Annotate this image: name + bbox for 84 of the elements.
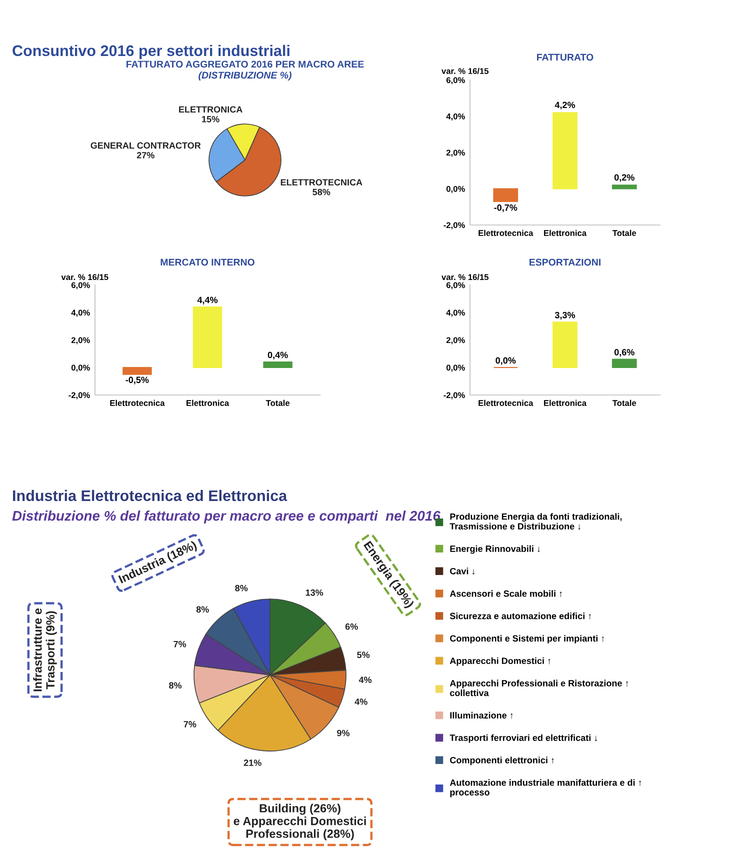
bar bbox=[122, 366, 152, 375]
x-tick-label: Totale bbox=[612, 230, 636, 236]
x-tick-label: Elettronica bbox=[544, 400, 587, 406]
y-axis-title: var. % 16/15 bbox=[61, 274, 108, 280]
y-tick-label: 0,0% bbox=[446, 186, 465, 194]
bar bbox=[192, 306, 222, 368]
bar bbox=[493, 188, 518, 202]
data-label: 8% bbox=[196, 606, 209, 613]
y-tick-label: -2,0% bbox=[444, 392, 465, 400]
chart-title: Industria Elettrotecnica ed Elettronica bbox=[13, 490, 288, 502]
legend-label: Illuminazione ↑ bbox=[450, 712, 513, 719]
x-tick-label: Elettronica bbox=[544, 230, 587, 236]
y-tick-label: 2,0% bbox=[446, 337, 465, 344]
legend-label: Componenti e Sistemi per impianti ↑ bbox=[450, 634, 604, 644]
x-tick-label: Elettrotecnica bbox=[478, 230, 534, 236]
data-label: 58% bbox=[312, 188, 330, 196]
bar bbox=[612, 184, 637, 190]
legend-label: Trasporti ferroviari ed elettrificati ↓ bbox=[450, 734, 597, 743]
chart-title: FATTURATO bbox=[537, 54, 594, 61]
data-label: 4,2% bbox=[554, 102, 576, 110]
y-tick-label: 0,0% bbox=[71, 364, 90, 372]
y-tick-label: 0,0% bbox=[446, 364, 465, 372]
data-label: 5% bbox=[357, 652, 370, 658]
x-tick-label: Elettrotecnica bbox=[478, 400, 534, 406]
y-tick-label: -2,0% bbox=[68, 392, 90, 400]
y-tick-label: 6,0% bbox=[446, 77, 465, 84]
chart-title: ESPORTAZIONI bbox=[530, 258, 600, 266]
x-tick-label: Elettrotecnica bbox=[110, 400, 165, 406]
data-label: 8% bbox=[235, 584, 248, 592]
data-label: 0,0% bbox=[496, 357, 516, 365]
data-label: 7% bbox=[174, 640, 186, 648]
y-tick-label: -2,0% bbox=[444, 222, 465, 230]
data-label: 0,4% bbox=[268, 352, 288, 360]
data-label: 8% bbox=[169, 682, 182, 689]
data-label: 4% bbox=[358, 676, 372, 683]
text: Infrastrutture e Trasporti (9%) bbox=[33, 608, 57, 692]
legend-label: Apparecchi Professionali e Ristorazione ↑ collettiva bbox=[450, 680, 628, 696]
legend-label: Automazione industriale manifatturiera e di ↑ processo bbox=[450, 779, 642, 798]
y-tick-label: 2,0% bbox=[446, 150, 465, 157]
chart-title: MERCATO INTERNO bbox=[160, 258, 254, 266]
data-label: 13% bbox=[306, 589, 324, 596]
bar bbox=[552, 322, 578, 368]
y-tick-label: 2,0% bbox=[71, 337, 90, 344]
chart-subtitle: (DISTRIBUZIONE %) bbox=[198, 71, 292, 81]
data-label: 4,4% bbox=[197, 296, 218, 304]
data-label: 4% bbox=[354, 698, 368, 705]
chart-subtitle: Distribuzione % del fatturato per macro aree e comparti nel 2016 bbox=[12, 510, 440, 524]
legend-label: Sicurezza e automazione edifici ↑ bbox=[450, 612, 591, 620]
legend-label: Apparecchi Domestici ↑ bbox=[450, 657, 550, 666]
data-label: -0,5% bbox=[126, 376, 149, 384]
data-label: 0,6% bbox=[614, 349, 634, 357]
slice-label: ELETTRONICA bbox=[179, 106, 242, 113]
data-label: 21% bbox=[244, 760, 262, 766]
slice-label: ELETTROTECNICA bbox=[280, 179, 362, 186]
legend-label: Componenti elettronici ↑ bbox=[450, 756, 554, 766]
x-tick-label: Totale bbox=[266, 400, 290, 406]
data-label: -0,7% bbox=[494, 204, 518, 212]
data-label: 3,3% bbox=[554, 312, 576, 320]
data-label: 15% bbox=[202, 116, 220, 122]
x-tick-label: Elettronica bbox=[186, 400, 230, 406]
y-axis-title: var. % 16/15 bbox=[442, 68, 489, 74]
bar bbox=[612, 358, 637, 368]
bar bbox=[552, 112, 578, 190]
legend-label: Energie Rinnovabili ↓ bbox=[450, 545, 540, 554]
y-tick-label: 4,0% bbox=[71, 310, 90, 317]
slice-label: GENERAL CONTRACTOR bbox=[90, 142, 201, 149]
y-tick-label: 6,0% bbox=[446, 282, 465, 290]
bar bbox=[263, 361, 292, 368]
y-tick-label: 4,0% bbox=[446, 113, 465, 121]
data-label: 27% bbox=[136, 152, 154, 158]
y-axis-title: var. % 16/15 bbox=[442, 274, 489, 280]
x-tick-label: Totale bbox=[612, 400, 636, 406]
chart-title: FATTURATO AGGREGATO 2016 PER MACRO AREE bbox=[126, 60, 364, 68]
data-label: 6% bbox=[345, 623, 358, 630]
data-label: 9% bbox=[337, 730, 350, 736]
legend-label: Ascensori e Scale mobili ↑ bbox=[450, 590, 562, 597]
y-tick-label: 6,0% bbox=[71, 282, 90, 290]
text: Building (26%) e Apparecchi Domestici Professionali (28%) bbox=[234, 804, 366, 840]
y-tick-label: 4,0% bbox=[446, 310, 465, 317]
data-label: 0,2% bbox=[614, 174, 634, 182]
text: Consuntivo 2016 per settori industriali bbox=[12, 44, 290, 60]
legend-label: Produzione Energia da fonti tradizionali, Trasmissione e Distribuzione ↓ bbox=[450, 513, 622, 530]
data-label: 7% bbox=[184, 721, 196, 728]
legend-label: Cavi ↓ bbox=[450, 568, 475, 575]
